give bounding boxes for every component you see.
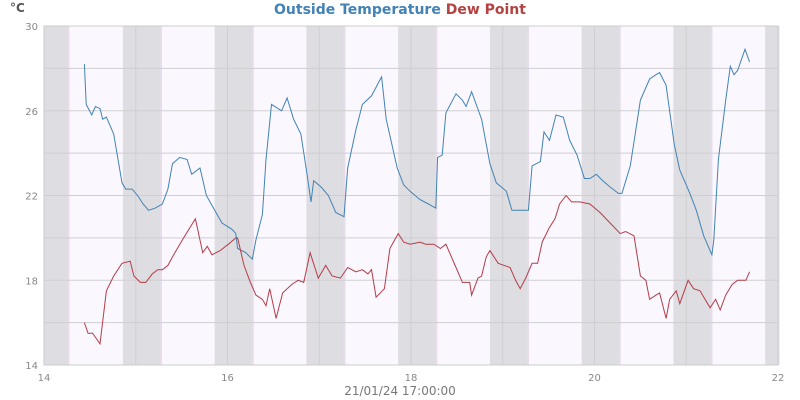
y-axis-unit: °C xyxy=(10,1,25,15)
y-tick-label: 22 xyxy=(25,192,38,203)
title-dew-point: Dew Point xyxy=(445,2,526,18)
x-axis-label: 21/01/24 17:00:00 xyxy=(344,384,456,398)
chart-title: Outside Temperature Dew Point xyxy=(0,2,800,18)
x-tick-label: 14 xyxy=(38,373,51,384)
series-line-dew-point xyxy=(83,194,751,346)
x-tick-label: 16 xyxy=(221,373,234,384)
y-tick-label: 30 xyxy=(25,22,38,33)
x-tick-label: 20 xyxy=(588,373,601,384)
y-tick-label: 18 xyxy=(25,276,38,287)
x-tick-label: 18 xyxy=(405,373,418,384)
x-tick-label: 22 xyxy=(772,373,785,384)
y-tick-label: 14 xyxy=(25,361,38,372)
y-tick-label: 26 xyxy=(25,107,38,118)
title-outside-temperature: Outside Temperature xyxy=(274,2,441,18)
plot-border xyxy=(43,25,779,366)
series-line-outside-temperature xyxy=(83,47,751,261)
